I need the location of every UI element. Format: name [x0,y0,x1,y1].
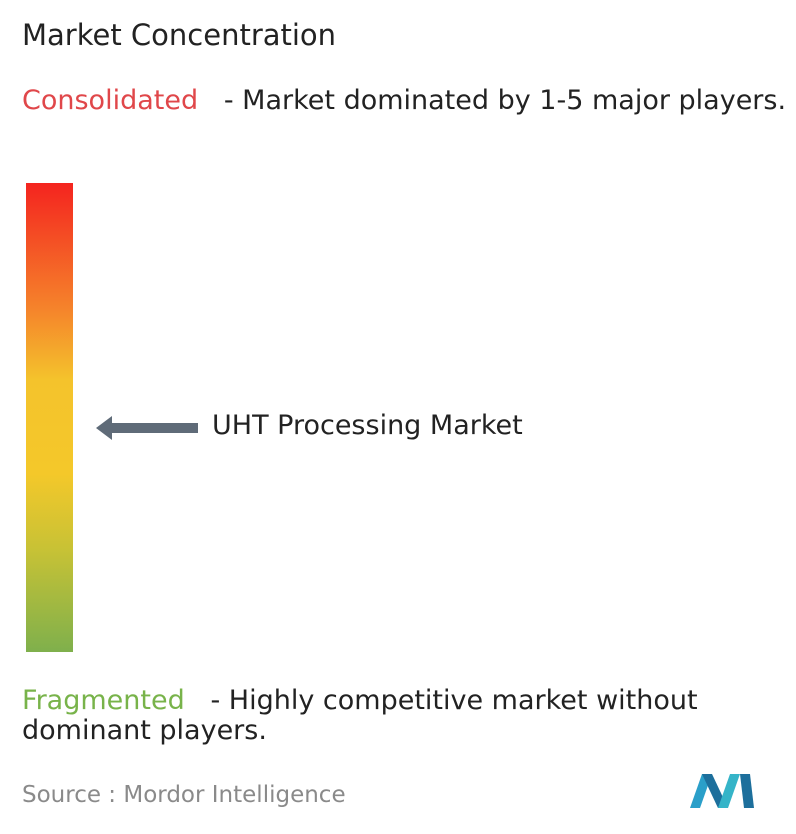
concentration-gradient [26,183,73,652]
logo-part [740,774,754,808]
arrow-shape [96,416,198,440]
source: Source : Mordor Intelligence [22,782,346,808]
consolidated-text: Consolidated - Market dominated by 1-5 m… [22,86,792,116]
consolidated-label: Consolidated [22,85,199,116]
arrow [96,416,198,440]
fragmented-description: - Highly competitive market without domi… [22,685,698,746]
title: Market Concentration [22,18,337,52]
logo-part [718,774,740,808]
market-label: UHT Processing Market [212,410,523,441]
fragmented-text: Fragmented - Highly competitive market w… [22,686,792,746]
consolidated-description: - Market dominated by 1-5 major players. [223,85,787,116]
fragmented-label: Fragmented [22,685,185,716]
logo [690,774,754,808]
